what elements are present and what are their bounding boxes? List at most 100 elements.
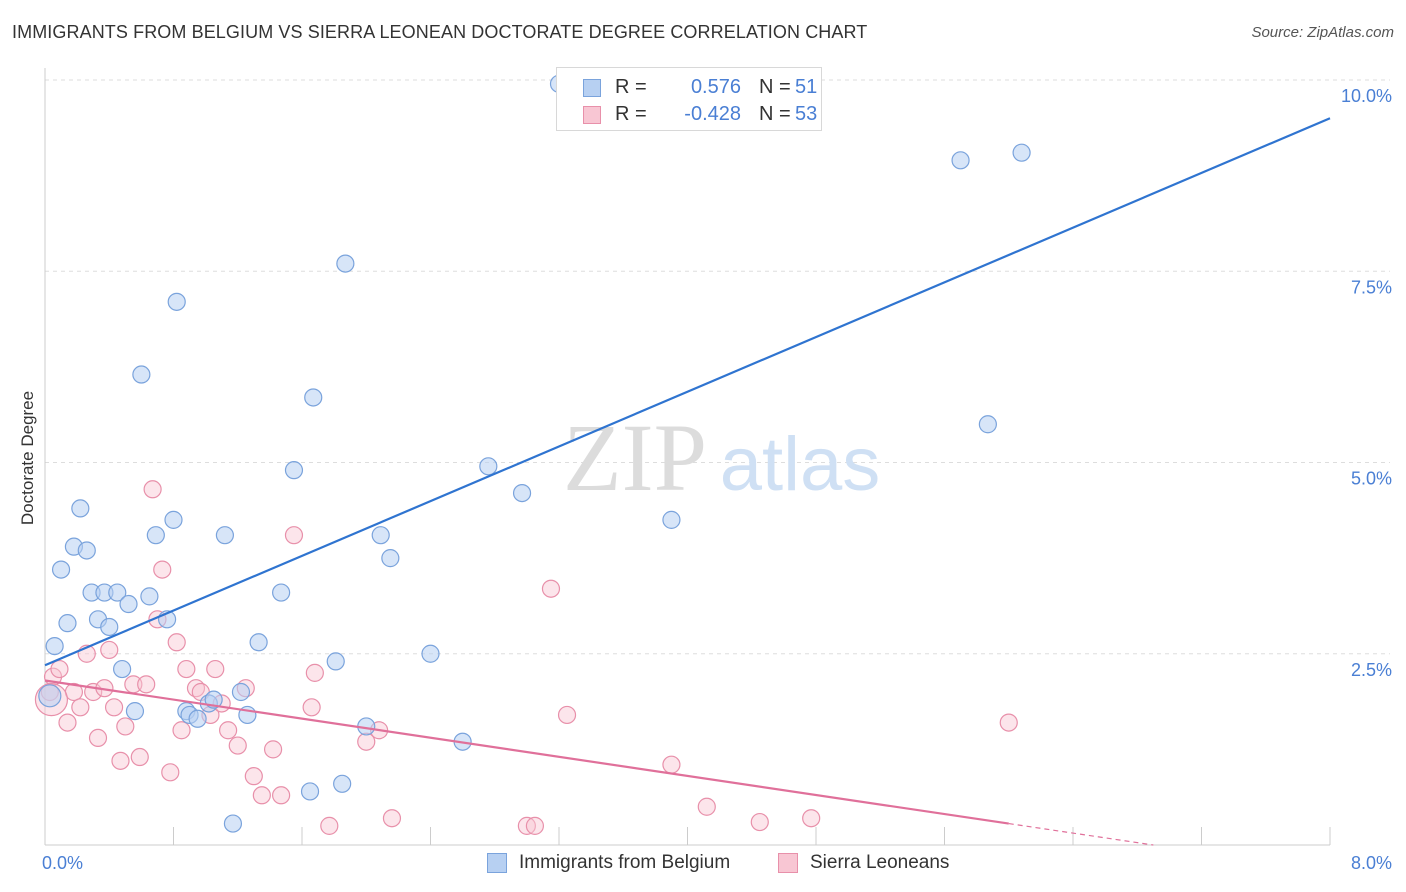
sierra-leoneans-points [34, 480, 1018, 835]
data-point-sierra-leone [172, 721, 191, 740]
data-point-sierra-leone [284, 526, 304, 545]
data-point-sierra-leone [525, 816, 545, 835]
data-point-belgium [421, 644, 440, 663]
trendline-belgium [44, 117, 1331, 667]
data-point-sierra-leone [382, 809, 402, 828]
data-point-belgium [215, 526, 234, 545]
belgium-points [38, 74, 1031, 833]
y-tick-label: 7.5% [1351, 277, 1392, 297]
data-point-sierra-leone [167, 633, 186, 652]
data-point-belgium [146, 526, 165, 545]
data-point-belgium [284, 461, 304, 480]
data-point-sierra-leone [58, 713, 77, 732]
data-point-belgium [58, 614, 77, 633]
data-point-belgium [978, 415, 997, 434]
data-point-belgium [77, 541, 96, 560]
trendline-sierra-leone-extension [1008, 822, 1154, 846]
data-point-belgium [100, 617, 119, 637]
chart-title: IMMIGRANTS FROM BELGIUM VS SIERRA LEONEA… [12, 22, 868, 42]
data-point-sierra-leone [143, 480, 162, 499]
data-point-sierra-leone [557, 705, 577, 725]
data-point-sierra-leone [177, 659, 196, 679]
source-label: Source: ZipAtlas.com [1251, 24, 1394, 41]
x-tick-label: 0.0% [42, 853, 83, 873]
x-tick-label: 8.0% [1351, 853, 1392, 873]
n-label: N = [759, 103, 791, 125]
data-point-sierra-leone [88, 728, 108, 748]
axes [44, 68, 1331, 846]
data-point-belgium [164, 510, 183, 529]
data-point-sierra-leone [153, 560, 172, 579]
data-point-belgium [371, 526, 390, 545]
legend-swatch-pink [778, 853, 798, 873]
data-point-belgium [45, 636, 64, 656]
data-point-belgium [512, 484, 532, 503]
n-value: 51 [795, 76, 818, 98]
data-point-belgium [951, 151, 970, 170]
r-label: R = [615, 76, 647, 98]
data-point-belgium [140, 587, 159, 606]
data-point-sierra-leone [999, 713, 1018, 732]
n-label: N = [759, 76, 791, 98]
data-point-sierra-leone [71, 698, 90, 717]
data-point-sierra-leone [137, 675, 156, 694]
data-point-sierra-leone [100, 640, 119, 660]
data-point-sierra-leone [541, 579, 561, 598]
data-point-belgium [249, 633, 268, 652]
r-label: R = [615, 103, 647, 125]
data-point-belgium [112, 659, 132, 679]
legend-label: Immigrants from Belgium [519, 852, 731, 873]
legend-swatch-blue [487, 853, 507, 873]
data-point-sierra-leone [302, 698, 321, 717]
trendlines [44, 117, 1331, 846]
data-point-belgium [326, 652, 345, 671]
r-value: -0.428 [684, 103, 741, 125]
watermark-atlas: atlas [720, 422, 881, 507]
data-point-sierra-leone [750, 812, 769, 832]
data-point-belgium [304, 388, 323, 407]
data-point-sierra-leone [50, 659, 69, 679]
data-point-belgium [167, 292, 186, 311]
data-point-belgium [51, 560, 71, 579]
data-point-belgium [223, 814, 243, 833]
watermark-zip: ZIP [563, 404, 707, 511]
data-point-belgium [71, 499, 90, 518]
data-point-sierra-leone [104, 698, 124, 717]
data-point-belgium [108, 583, 127, 602]
data-point-sierra-leone [130, 747, 149, 767]
correlation-legend: R = 0.576 N = 51 R = -0.428 N = 53 [556, 67, 822, 131]
data-point-sierra-leone [662, 755, 681, 774]
gridlines [45, 79, 1390, 655]
data-point-sierra-leone [206, 659, 225, 679]
data-point-belgium [300, 782, 320, 801]
data-point-belgium [336, 254, 355, 273]
watermark: ZIP atlas [563, 404, 880, 511]
data-point-sierra-leone [802, 809, 821, 828]
data-point-belgium [479, 457, 498, 476]
data-point-belgium [272, 583, 291, 602]
data-point-belgium [1012, 143, 1031, 162]
data-point-sierra-leone [263, 740, 283, 759]
legend-swatch-pink [583, 106, 601, 124]
data-point-sierra-leone [228, 736, 247, 755]
data-point-sierra-leone [697, 797, 716, 816]
data-point-sierra-leone [320, 816, 339, 835]
y-tick-label: 5.0% [1351, 469, 1392, 489]
data-point-belgium [132, 365, 151, 384]
data-point-sierra-leone [111, 751, 130, 770]
y-tick-label: 2.5% [1351, 660, 1392, 680]
data-point-sierra-leone [219, 721, 238, 740]
legend-swatch-blue [583, 79, 601, 97]
data-point-belgium [231, 682, 251, 702]
data-point-belgium [381, 549, 400, 568]
data-point-sierra-leone [305, 663, 324, 682]
data-point-belgium [125, 702, 145, 721]
data-point-belgium [119, 594, 138, 614]
data-point-sierra-leone [161, 763, 180, 782]
legend-label: Sierra Leoneans [810, 852, 950, 873]
data-point-belgium [662, 510, 681, 529]
data-point-sierra-leone [272, 786, 291, 805]
data-point-sierra-leone [244, 767, 263, 786]
data-point-belgium [188, 709, 207, 728]
